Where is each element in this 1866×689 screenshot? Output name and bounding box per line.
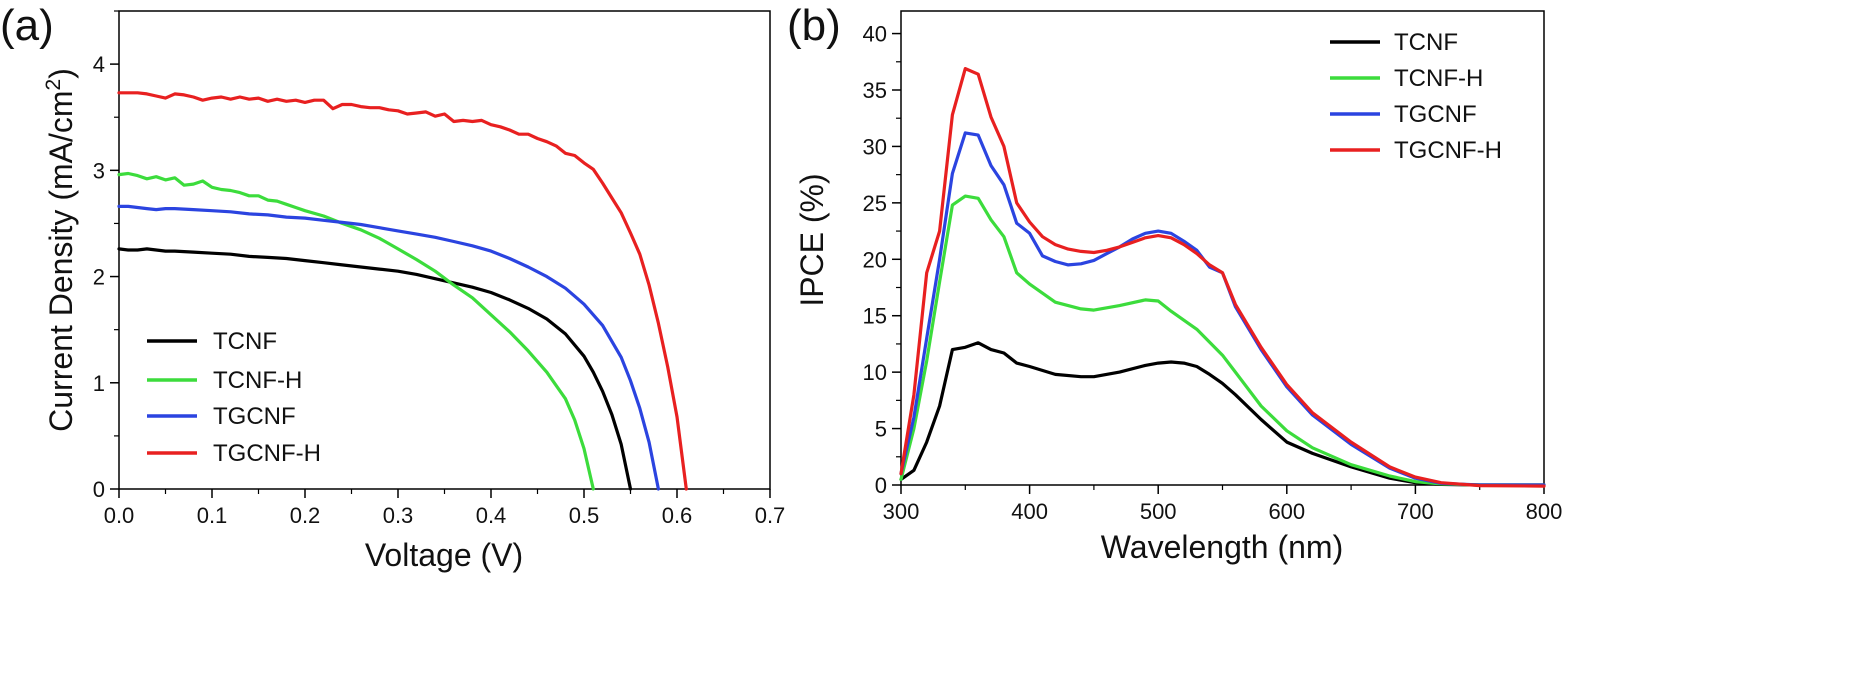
y-tick-label-b: 15 <box>863 304 887 329</box>
series-group-a <box>117 91 688 491</box>
series-line-a-tgcnf-h <box>117 91 688 491</box>
legend-a-label-tgcnf: TGCNF <box>213 403 296 430</box>
x-tick-label-a: 0.4 <box>476 503 507 528</box>
y-tick-label-b: 10 <box>863 360 887 385</box>
series-line-a-tcnf <box>117 247 633 491</box>
y-tick-label-b: 0 <box>875 473 887 498</box>
y-axis-title-a: Current Density (mA/cm2) <box>42 68 79 432</box>
x-tick-label-a: 0.3 <box>383 503 414 528</box>
legend-b-label-tcnf-h: TCNF-H <box>1394 65 1483 92</box>
x-tick-label-a: 0.2 <box>290 503 321 528</box>
y-ticks-b: 0 5 10 15 20 25 30 35 40 <box>863 22 901 498</box>
series-group-b <box>899 66 1546 488</box>
series-line-b-tcnf-h <box>899 194 1546 487</box>
legend-b-label-tcnf: TCNF <box>1394 29 1458 56</box>
x-ticks-b: 300 400 500 600 700 800 <box>883 485 1563 524</box>
y-tick-label-b: 40 <box>863 22 887 47</box>
panel-a: (a) 0.0 0.1 0.2 0.3 0.4 0.5 0.6 0.7 0 1 2 3 4 Volta… <box>0 1 785 573</box>
series-line-a-tcnf-h <box>117 171 595 491</box>
series-line-a-tgcnf <box>117 204 661 491</box>
x-tick-label-a: 0.5 <box>569 503 600 528</box>
legend-a-label-tcnf-h: TCNF-H <box>213 367 302 394</box>
y-tick-label-a: 1 <box>93 371 105 396</box>
legend-b-label-tgcnf-h: TGCNF-H <box>1394 137 1502 164</box>
y-ticks-a: 0 1 2 3 4 <box>93 10 119 502</box>
x-ticks-a: 0.0 0.1 0.2 0.3 0.4 0.5 0.6 0.7 <box>104 489 786 528</box>
legend-b-label-tgcnf: TGCNF <box>1394 101 1477 128</box>
legend-b: TCNF TCNF-H TGCNF TGCNF-H <box>1330 29 1502 164</box>
x-tick-label-a: 0.0 <box>104 503 135 528</box>
y-axis-title-b: IPCE (%) <box>794 173 830 306</box>
x-tick-label-a: 0.7 <box>755 503 786 528</box>
panel-label-a: (a) <box>0 1 54 50</box>
series-line-b-tcnf <box>899 341 1546 487</box>
y-tick-label-a: 2 <box>93 265 105 290</box>
y-axis-title-a-main: Current Density (mA/cm <box>43 90 79 431</box>
x-tick-label-b: 700 <box>1397 499 1434 524</box>
y-tick-label-b: 30 <box>863 134 887 159</box>
panel-label-b: (b) <box>787 1 841 50</box>
legend-a: TCNF TCNF-H TGCNF TGCNF-H <box>147 328 321 467</box>
y-tick-label-b: 25 <box>863 191 887 216</box>
series-line-b-tgcnf-h <box>899 66 1546 488</box>
y-tick-label-a: 0 <box>93 477 105 502</box>
panel-b: (b) 300 400 500 600 700 800 0510152025303540 … <box>787 1 1562 565</box>
y-tick-label-b: 35 <box>863 78 887 103</box>
x-tick-label-a: 0.1 <box>197 503 228 528</box>
legend-a-label-tcnf: TCNF <box>213 328 277 355</box>
y-tick-label-b: 20 <box>863 247 887 272</box>
x-tick-label-b: 300 <box>883 499 920 524</box>
x-axis-title-a: Voltage (V) <box>365 537 523 573</box>
y-tick-label-a: 3 <box>93 158 105 183</box>
x-axis-title-b: Wavelength (nm) <box>1101 529 1343 565</box>
y-tick-label-b: 5 <box>875 417 887 442</box>
y-axis-title-a-end: ) <box>43 68 79 79</box>
y-axis-title-a-sup: 2 <box>42 79 65 91</box>
legend-a-label-tgcnf-h: TGCNF-H <box>213 440 321 467</box>
x-tick-label-b: 800 <box>1526 499 1563 524</box>
x-tick-label-b: 600 <box>1268 499 1305 524</box>
y-tick-label-a: 4 <box>93 52 105 77</box>
x-tick-label-a: 0.6 <box>662 503 693 528</box>
x-tick-label-b: 400 <box>1011 499 1048 524</box>
x-tick-label-b: 500 <box>1140 499 1177 524</box>
series-line-b-tgcnf <box>899 131 1546 487</box>
